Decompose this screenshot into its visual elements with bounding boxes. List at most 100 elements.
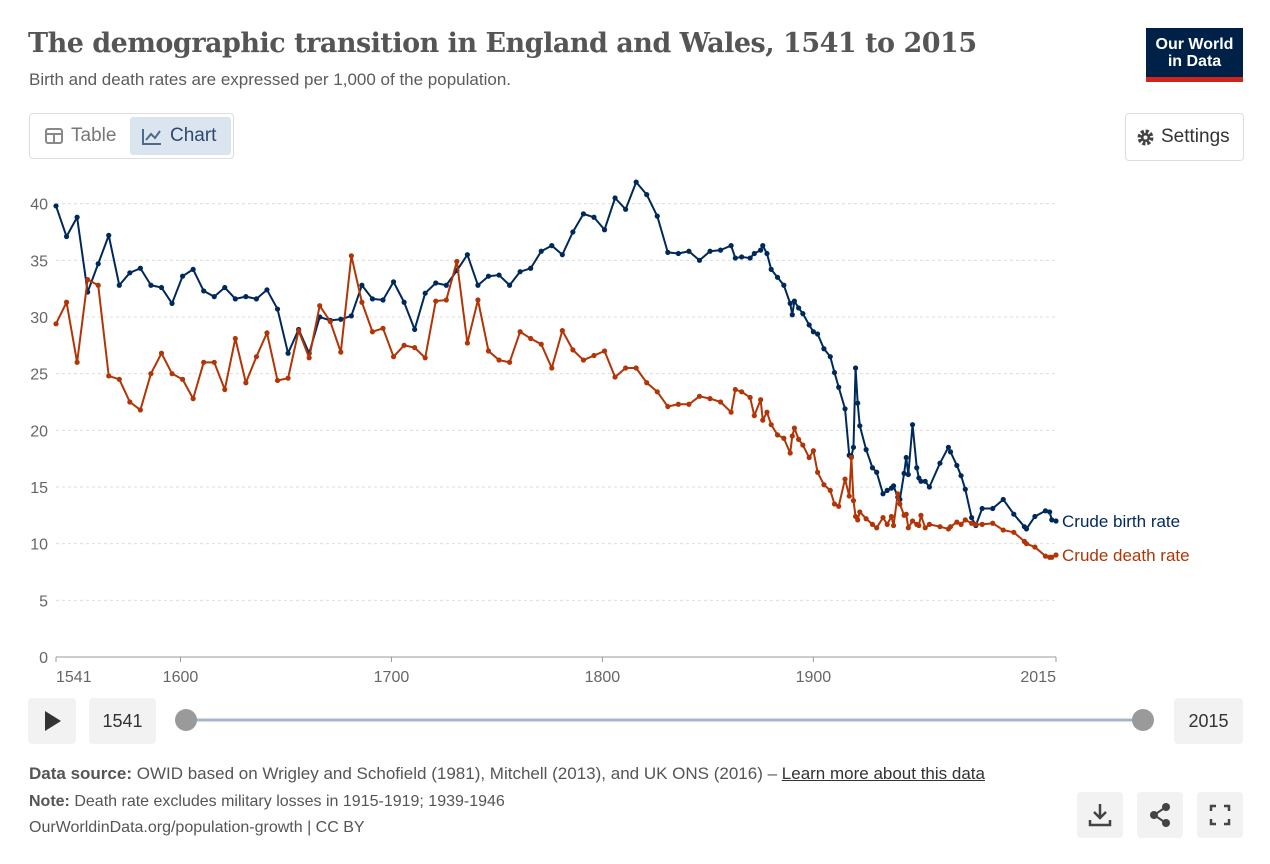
y-tick-label: 25 [30,367,48,384]
data-point [348,253,354,259]
data-point [916,522,922,529]
y-tick-label: 0 [39,650,48,667]
data-point [751,413,757,419]
data-point [855,517,861,523]
data-point [796,436,802,442]
data-point [570,229,576,235]
data-point [243,380,249,386]
data-point [464,340,470,346]
data-point [831,501,838,507]
x-tick-label: 1600 [163,669,199,686]
data-point [570,347,576,353]
data-point [728,409,734,415]
data-point [903,454,909,461]
data-point [232,296,238,302]
data-point [905,525,911,531]
data-point [274,377,281,384]
data-point [880,491,886,497]
data-point [800,311,806,317]
data-point [739,254,745,260]
data-point [464,252,470,258]
data-point [888,513,895,520]
data-point [623,365,629,371]
data-point [707,396,713,402]
data-point [890,522,897,529]
data-point [732,386,738,393]
data-point [106,232,112,238]
logo[interactable]: Our World in Data [1146,28,1243,82]
data-point [962,486,968,492]
data-point [918,478,924,484]
license: OurWorldinData.org/population-growth | C… [29,819,365,836]
data-point [243,294,249,300]
data-point [884,521,890,528]
data-point [675,250,681,257]
settings-button[interactable]: Settings [1125,113,1244,161]
data-point [1000,496,1006,503]
series-label: Crude birth rate [1062,512,1180,531]
data-point [1032,544,1038,550]
data-point [758,397,764,403]
data-point [422,355,428,361]
data-point [580,211,587,217]
data-point [369,296,376,302]
data-point [962,517,968,523]
fullscreen-button[interactable] [1197,792,1243,838]
data-point [1032,513,1038,520]
data-point [1023,526,1030,532]
data-point [781,282,787,288]
data-point [768,266,774,272]
data-point [903,511,909,517]
data-point [348,313,354,319]
y-tick-label: 20 [30,423,48,440]
data-point [190,266,196,272]
settings-label: Settings [1161,126,1230,147]
data-point [190,396,196,402]
data-point [665,249,671,255]
chart-tab[interactable]: Chart [130,117,231,155]
data-point [538,248,544,254]
data-point [846,493,852,499]
timeline-handle[interactable] [175,709,197,731]
data-point [1042,553,1049,559]
timeline-handle[interactable] [1132,709,1154,731]
data-point [717,399,724,405]
play-icon [45,711,61,731]
data-point [169,300,175,306]
table-tab[interactable]: Table [33,117,129,155]
download-button[interactable] [1077,792,1123,838]
data-point [412,326,418,333]
share-button[interactable] [1137,792,1183,838]
data-point [857,423,863,429]
data-point [815,331,821,337]
x-tick-label: 1700 [374,669,410,686]
data-point [789,433,795,439]
source-link[interactable]: Learn more about this data [781,764,985,783]
data-point [747,394,753,401]
data-point [63,233,70,240]
data-point [317,303,323,309]
data-point [285,350,291,356]
data-point [990,505,996,512]
data-point [222,386,228,393]
data-point [53,203,59,209]
data-point [874,469,880,475]
data-point [528,265,534,271]
end-year[interactable]: 2015 [1174,698,1243,744]
play-button[interactable] [28,698,76,744]
start-year[interactable]: 1541 [89,698,156,744]
data-point [958,521,964,528]
data-point [359,299,365,305]
data-point [517,269,523,275]
data-point [665,403,671,410]
data-point [222,284,228,291]
data-point [810,329,816,335]
data-point [979,521,985,528]
data-point [306,355,312,361]
data-point [739,389,745,395]
data-point [633,179,639,185]
tabs: Table Chart [29,113,234,159]
data-point [127,399,133,405]
x-tick-label: 1800 [585,669,621,686]
data-point [633,365,639,371]
